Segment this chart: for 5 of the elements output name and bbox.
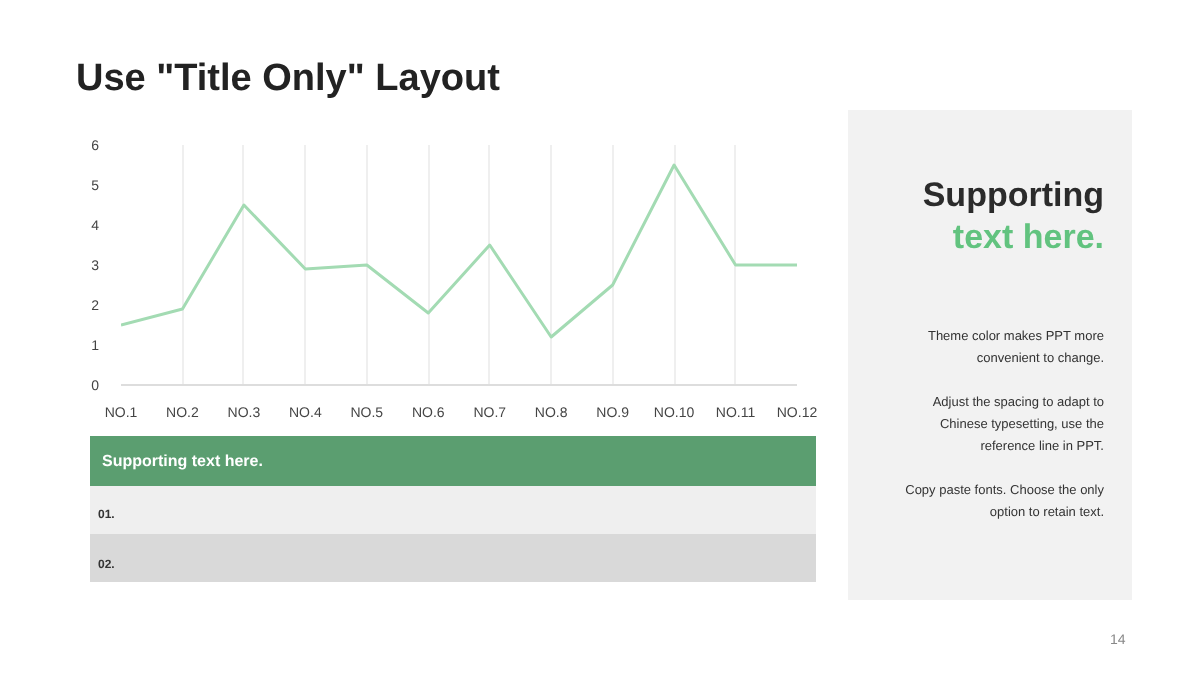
chart-title: Use "Title Only" Layout <box>74 56 500 104</box>
text: Supporting text here. <box>90 436 816 486</box>
text: text here. <box>950 216 1104 258</box>
line-series <box>121 163 797 339</box>
text: Supporting <box>920 174 1104 216</box>
